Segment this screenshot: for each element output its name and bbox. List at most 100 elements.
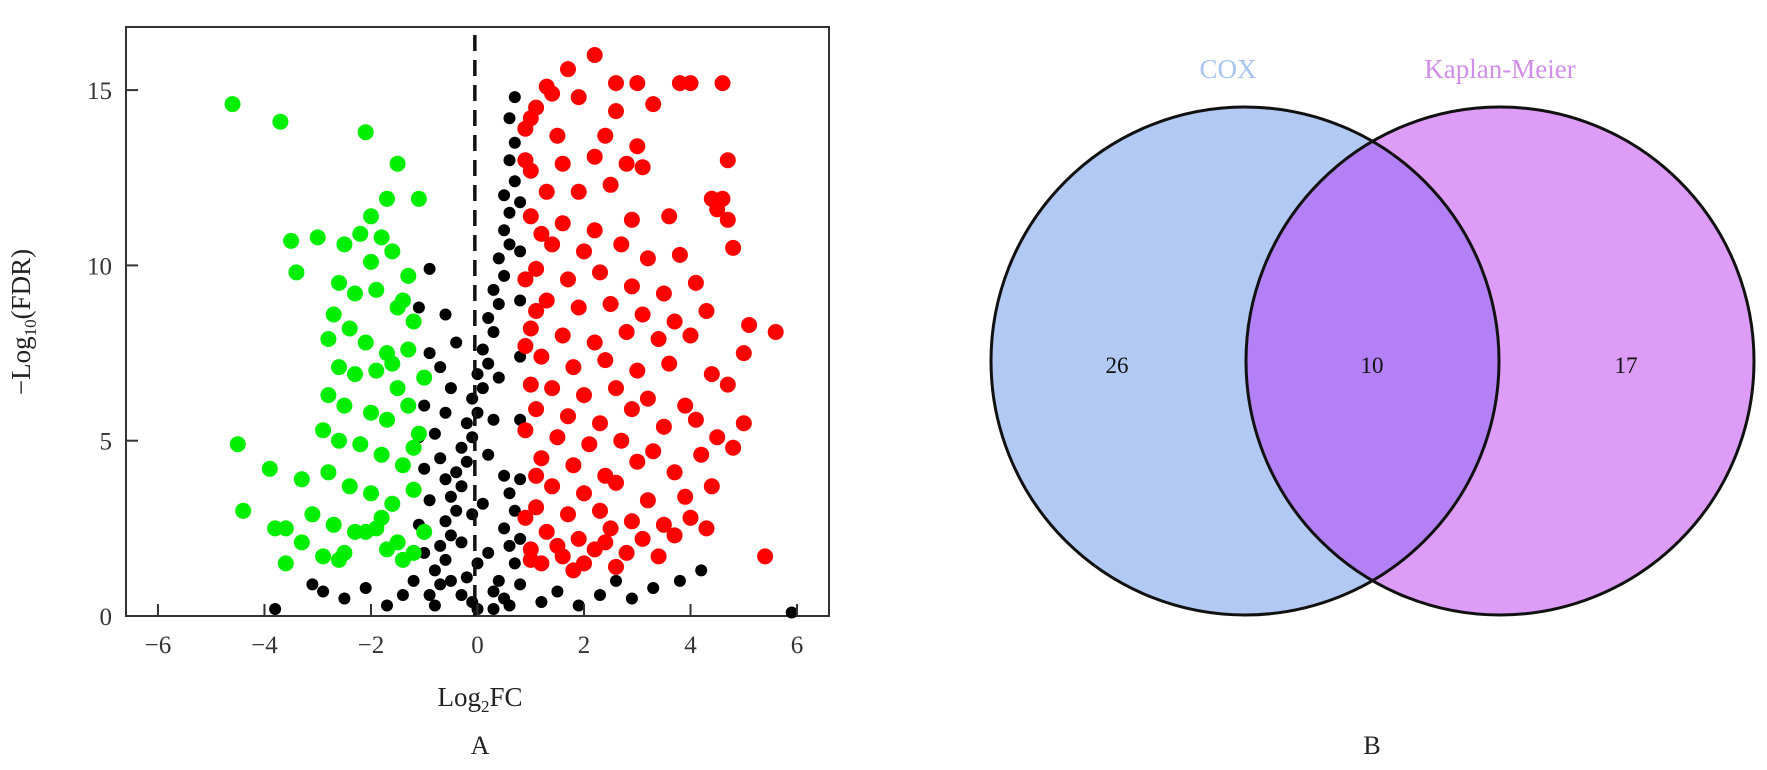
point-not-significant xyxy=(498,269,511,282)
point-down xyxy=(379,190,395,207)
y-axis: 0 5 10 15 xyxy=(87,78,138,631)
point-up xyxy=(655,516,672,533)
point-not-significant xyxy=(428,564,441,577)
point-up xyxy=(560,506,576,523)
point-not-significant xyxy=(428,427,441,440)
point-down xyxy=(389,380,406,397)
point-down xyxy=(331,274,347,291)
point-not-significant xyxy=(460,455,473,468)
point-up xyxy=(703,366,720,383)
point-up xyxy=(725,439,742,456)
point-not-significant xyxy=(487,326,500,338)
point-not-significant xyxy=(455,441,468,454)
point-up xyxy=(719,211,736,228)
point-down xyxy=(379,541,395,558)
point-down xyxy=(309,229,326,246)
point-up xyxy=(560,61,576,78)
point-up xyxy=(570,530,587,547)
point-up xyxy=(645,443,662,460)
panel-label-b: B xyxy=(1363,731,1380,760)
point-down xyxy=(389,155,406,172)
point-not-significant xyxy=(514,532,527,545)
point-up xyxy=(677,397,694,414)
point-not-significant xyxy=(508,504,521,517)
point-up xyxy=(639,390,656,407)
point-not-significant xyxy=(444,382,457,395)
point-not-significant xyxy=(482,357,495,370)
point-not-significant xyxy=(498,469,511,482)
point-up xyxy=(581,436,598,453)
point-up xyxy=(618,544,635,561)
point-down xyxy=(400,341,417,358)
point-up xyxy=(528,499,545,516)
point-not-significant xyxy=(423,494,436,507)
venn-outline-kaplan-meier xyxy=(1244,105,1756,617)
point-not-significant xyxy=(306,578,319,591)
point-not-significant xyxy=(338,592,351,605)
point-not-significant xyxy=(503,112,516,125)
point-up xyxy=(693,446,710,463)
point-not-significant xyxy=(418,399,431,412)
point-up xyxy=(666,464,683,481)
y-tick-label: 15 xyxy=(87,78,112,105)
point-up xyxy=(682,327,699,344)
point-up xyxy=(538,523,555,540)
point-not-significant xyxy=(498,522,511,535)
point-up xyxy=(741,317,758,333)
point-not-significant xyxy=(498,189,511,202)
point-up xyxy=(544,478,561,495)
point-down xyxy=(379,411,395,428)
point-up xyxy=(517,338,534,354)
point-down xyxy=(373,229,390,246)
point-not-significant xyxy=(434,361,447,374)
point-up xyxy=(666,527,683,544)
point-not-significant xyxy=(535,596,548,608)
count-intersection: 10 xyxy=(1361,353,1384,378)
point-not-significant xyxy=(508,136,521,149)
point-not-significant xyxy=(439,473,452,486)
point-down xyxy=(261,460,278,477)
panel-label-a: A xyxy=(471,731,490,760)
point-up xyxy=(698,303,715,319)
point-down xyxy=(288,264,305,281)
point-not-significant xyxy=(450,466,463,479)
point-down xyxy=(363,208,379,225)
point-up xyxy=(618,324,635,340)
point-not-significant xyxy=(418,462,431,475)
point-not-significant xyxy=(434,578,447,591)
point-up xyxy=(570,183,587,200)
point-down xyxy=(229,436,246,453)
point-not-significant xyxy=(498,224,511,237)
point-up xyxy=(623,401,640,418)
point-not-significant xyxy=(317,585,330,598)
point-up xyxy=(608,558,624,575)
point-not-significant xyxy=(514,245,527,258)
y-axis-title: −Log10(FDR) xyxy=(6,249,40,395)
point-up xyxy=(725,239,742,256)
point-down xyxy=(352,436,369,453)
point-not-significant xyxy=(503,487,516,500)
point-down xyxy=(331,551,347,568)
point-not-significant xyxy=(444,490,457,503)
point-up xyxy=(528,401,545,418)
point-down xyxy=(368,362,385,379)
point-up xyxy=(618,155,635,172)
point-up xyxy=(645,96,662,113)
point-down xyxy=(320,331,337,347)
point-not-significant xyxy=(476,382,489,395)
volcano-points xyxy=(224,47,798,619)
point-up xyxy=(549,429,566,446)
point-down xyxy=(293,534,310,551)
point-up xyxy=(666,313,683,330)
point-not-significant xyxy=(418,546,431,559)
point-up xyxy=(767,324,784,340)
point-up xyxy=(650,548,667,565)
point-down xyxy=(235,502,252,519)
x-tick-label: 2 xyxy=(578,632,591,659)
point-up xyxy=(570,299,587,316)
point-up xyxy=(629,75,646,92)
point-down xyxy=(373,509,390,526)
point-down xyxy=(325,516,342,533)
point-not-significant xyxy=(514,294,527,307)
point-not-significant xyxy=(487,585,500,598)
